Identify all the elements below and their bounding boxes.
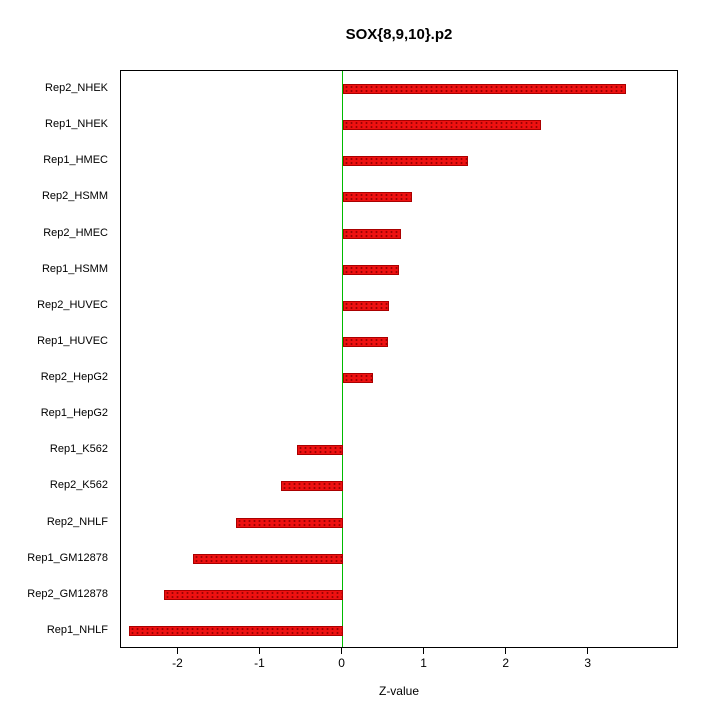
bar-Rep1_K562 [297,445,343,456]
zero-reference-line [342,71,344,647]
bar-Rep1_HMEC [342,156,469,167]
x-tick-label-3: 3 [584,656,592,670]
x-tick-mark [587,648,589,654]
x-tick-mark [176,648,178,654]
x-tick-label-2: 2 [502,656,510,670]
bar-Rep2_NHEK [342,84,626,95]
bar-Rep1_HUVEC [342,336,388,347]
y-tick-label-Rep1_K562: Rep1_K562 [49,443,108,456]
bar-Rep2_HSMM [342,192,413,203]
y-tick-label-Rep1_HSMM: Rep1_HSMM [41,262,108,275]
y-tick-label-Rep1_HepG2: Rep1_HepG2 [40,407,108,420]
y-tick-label-Rep2_HepG2: Rep2_HepG2 [40,371,108,384]
bar-Rep1_NHEK [342,120,542,131]
bar-Rep2_HepG2 [342,373,373,384]
bar-Rep2_HUVEC [342,300,390,311]
bar-Rep2_K562 [281,481,343,492]
x-tick-label-1: 1 [420,656,427,670]
y-tick-label-Rep2_NHEK: Rep2_NHEK [45,82,108,95]
x-tick-mark [423,648,425,654]
y-tick-label-Rep1_HUVEC: Rep1_HUVEC [37,334,108,347]
plot-area [120,70,678,648]
y-tick-label-Rep2_NHLF: Rep2_NHLF [46,515,108,528]
x-tick-mark [259,648,260,654]
y-tick-label-Rep1_NHEK: Rep1_NHEK [45,118,108,131]
x-tick-label--2: -2 [172,656,183,670]
y-tick-label-Rep2_GM12878: Rep2_GM12878 [27,587,108,600]
bar-Rep1_NHLF [129,625,343,636]
y-axis-labels: Rep2_NHEK Rep1_NHEK Rep1_HMEC Rep2_HSMM Rep2… [0,70,114,648]
y-tick-label-Rep2_HMEC: Rep2_HMEC [43,226,108,239]
bar-Rep2_NHLF [235,517,343,528]
x-tick-label-0: 0 [338,656,345,670]
x-axis-title: Z-value [378,684,419,698]
bar-Rep2_HMEC [342,228,401,239]
y-tick-label-Rep1_GM12878: Rep1_GM12878 [27,551,108,564]
y-tick-label-Rep1_NHLF: Rep1_NHLF [46,623,108,636]
bar-Rep1_GM12878 [193,553,343,564]
bar-Rep2_GM12878 [163,589,343,600]
y-tick-label-Rep2_HUVEC: Rep2_HUVEC [37,298,108,311]
x-tick-mark [505,648,507,654]
y-tick-label-Rep2_K562: Rep2_K562 [49,479,108,492]
chart-title: SOX{8,9,10}.p2 [345,26,453,43]
x-axis: -2 -1 0 1 2 3 [120,648,678,678]
y-tick-label-Rep1_HMEC: Rep1_HMEC [43,154,108,167]
y-tick-label-Rep2_HSMM: Rep2_HSMM [41,190,108,203]
bar-Rep1_HSMM [342,264,400,275]
x-tick-label--1: -1 [254,656,265,670]
x-tick-mark [341,648,343,654]
